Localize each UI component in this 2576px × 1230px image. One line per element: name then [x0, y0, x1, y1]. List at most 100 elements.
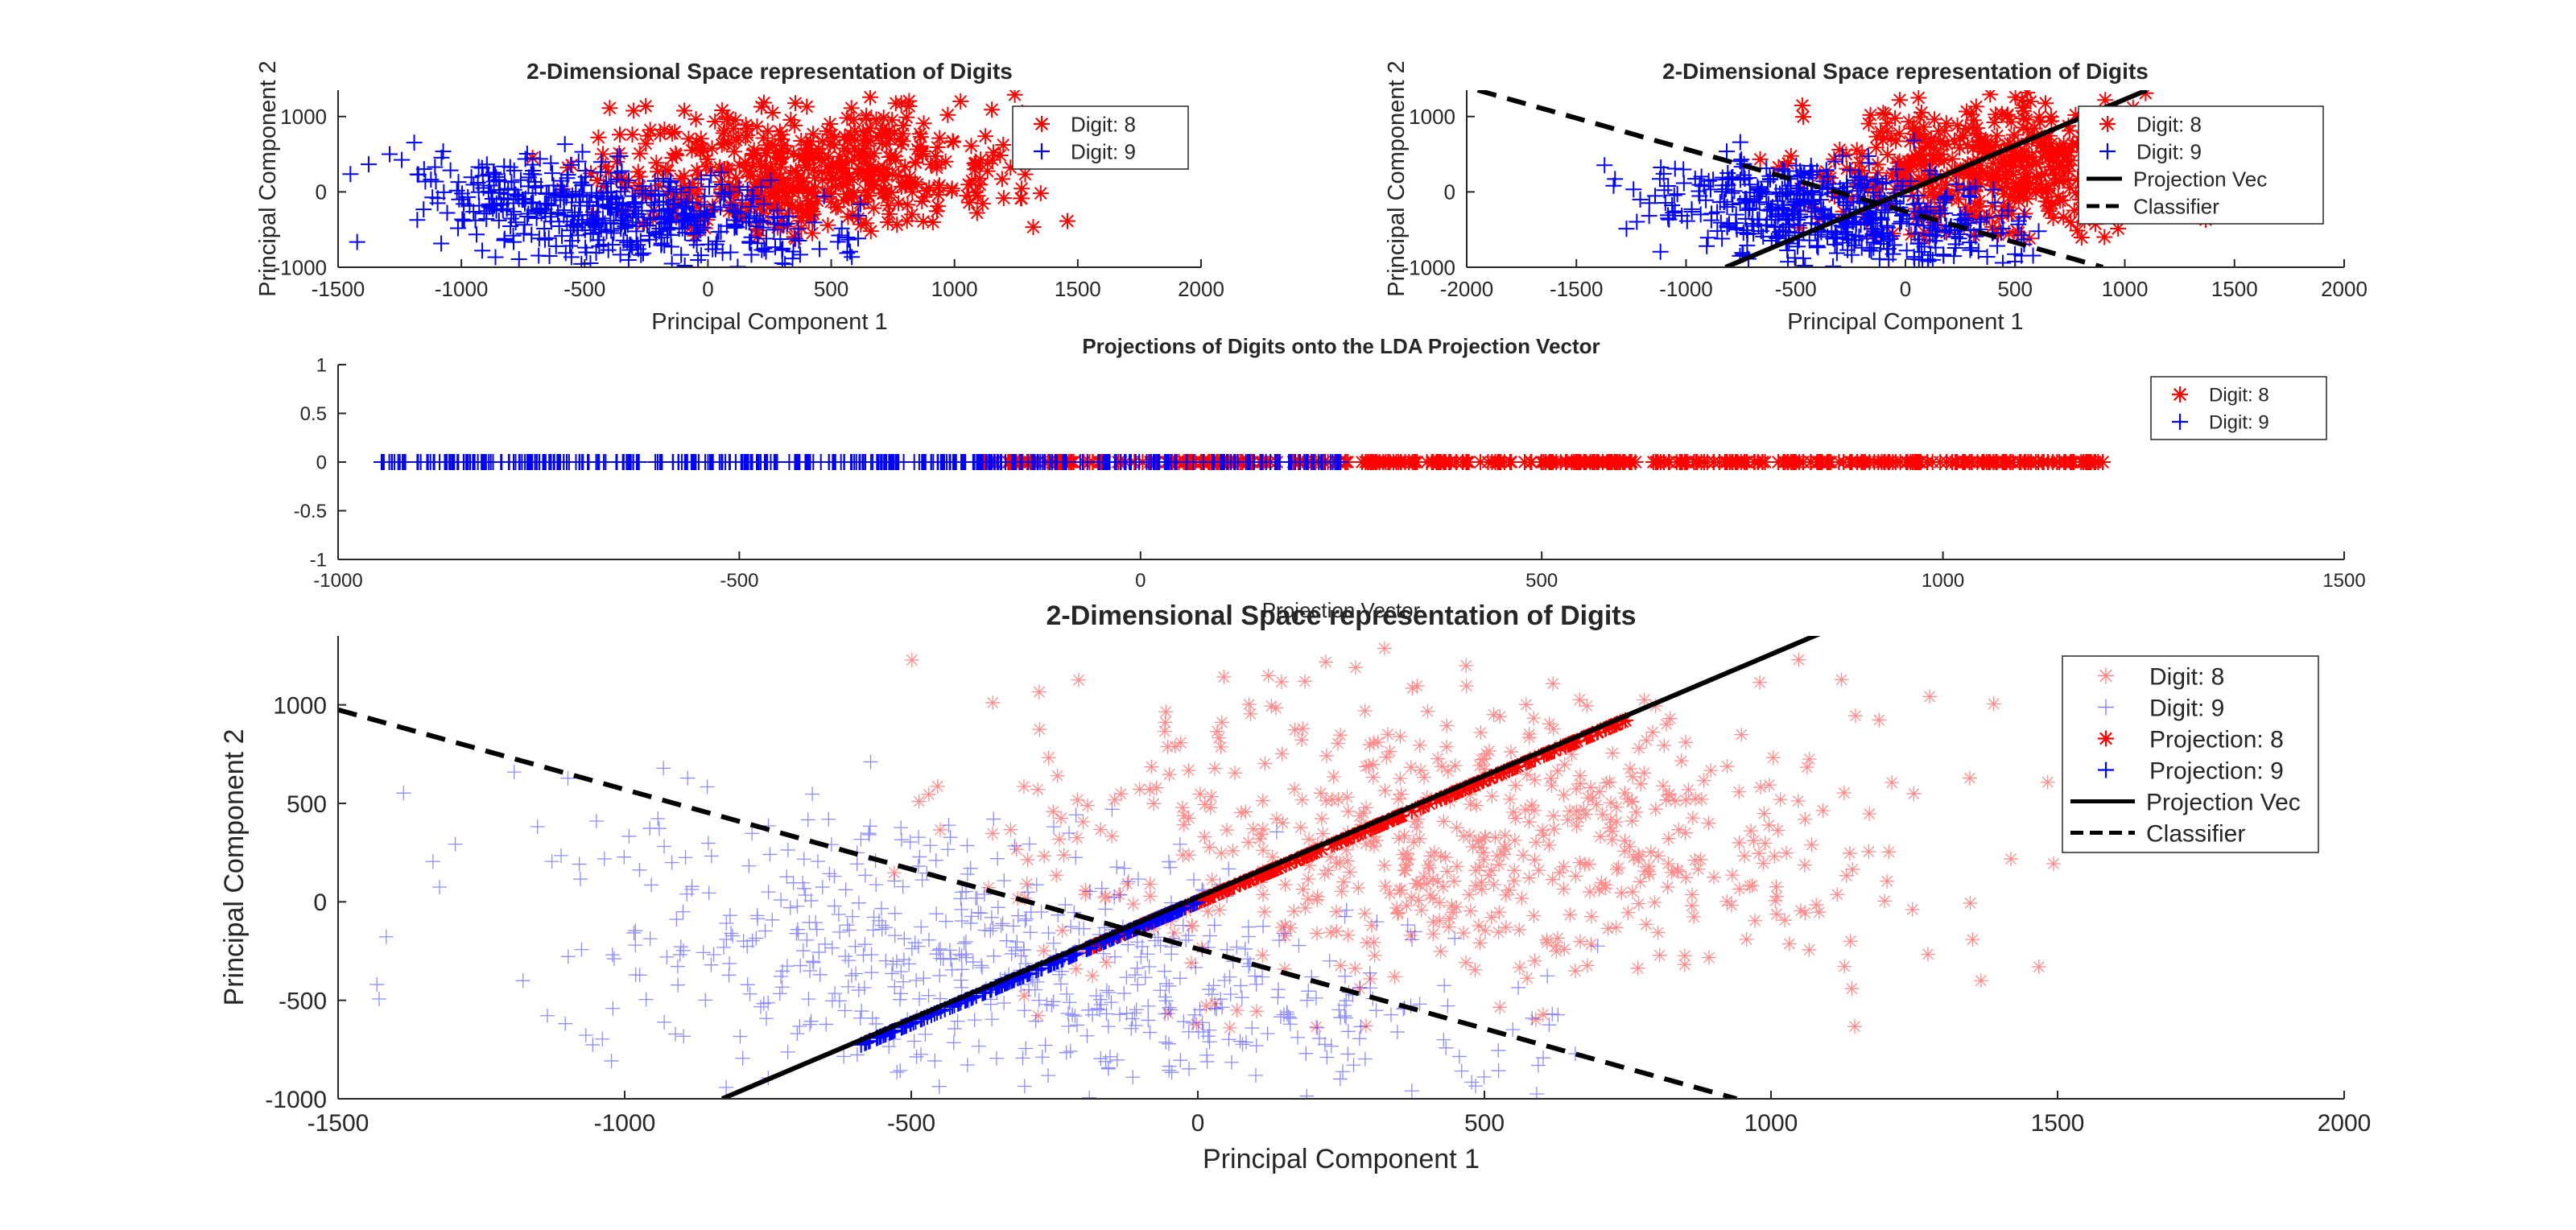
legend-box: [2062, 655, 2319, 853]
x-tick-label: 1000: [1744, 1110, 1798, 1137]
chart-title: Projections of Digits onto the LDA Proje…: [1082, 334, 1600, 358]
legend-label: Projection Vec: [2146, 789, 2301, 815]
chart-title: 2-Dimensional Space representation of Di…: [1662, 59, 2149, 84]
legend-label: Digit: 8: [2149, 663, 2224, 690]
legend-label: Digit: 8: [1071, 112, 1136, 136]
legend-label: Digit: 9: [1071, 139, 1136, 163]
plot-area: [1476, 90, 2214, 267]
projection-vector-line: [720, 636, 1821, 1099]
chart-layer: -1500 -1000 -500 0 500 1000 1500 2000-100001000…: [219, 59, 2371, 1174]
legend-marker: [1034, 143, 1050, 159]
x-tick-label: -2000: [1440, 277, 1494, 301]
x-tick-label: -500: [1775, 277, 1817, 301]
legend-marker: [2098, 762, 2114, 778]
x-tick-label: 500: [1464, 1110, 1505, 1137]
x-tick-label: -1000: [1659, 277, 1713, 301]
marker-set-plus: [342, 134, 869, 267]
x-tick-label: -500: [720, 570, 758, 592]
x-tick-label: -1500: [1550, 277, 1604, 301]
x-tick-label: 1500: [2211, 277, 2258, 301]
x-tick-label: 2000: [1178, 277, 1224, 301]
legend-label: Digit: 9: [2209, 412, 2269, 434]
classifier-line: [1476, 90, 2104, 267]
y-tick-label: -500: [279, 988, 327, 1014]
legend-label: Digit: 9: [2136, 139, 2202, 163]
y-tick-label: 0.5: [300, 403, 327, 425]
plot-area: [373, 454, 2112, 470]
chart-bottom: -1500 -1000 -500 0 500 1000 1500 2000-1000-5000…: [219, 601, 2371, 1174]
x-axis-label: Projection Vector: [1262, 598, 1421, 622]
x-tick-label: 1500: [1055, 277, 1101, 301]
y-tick-label: 1000: [280, 105, 327, 129]
y-tick-label: -1000: [265, 1087, 327, 1113]
x-tick-label: 0: [1900, 277, 1911, 301]
legend-marker: [2172, 386, 2188, 402]
x-tick-label: 0: [1135, 570, 1146, 592]
chart-top-left: -1500 -1000 -500 0 500 1000 1500 2000-100001000…: [255, 59, 1224, 335]
x-tick-label: 1000: [2102, 277, 2149, 301]
y-tick-label: 500: [287, 791, 327, 818]
y-tick-label: -1000: [274, 255, 328, 279]
series-projection-9: [852, 894, 1205, 1053]
classifier-line: [338, 707, 1738, 1099]
x-axis-label: Principal Component 1: [1203, 1144, 1480, 1174]
y-tick-label: -1000: [1402, 255, 1456, 279]
legend-marker: [2098, 667, 2114, 684]
projection-vector-line: [1724, 90, 2148, 267]
legend-label: Digit: 8: [2209, 385, 2269, 407]
y-tick-label: 1: [316, 355, 327, 377]
x-tick-label: 1000: [931, 277, 978, 301]
x-tick-label: 500: [1525, 570, 1558, 592]
legend-marker: [2099, 116, 2116, 132]
y-tick-label: -0.5: [294, 501, 327, 522]
x-tick-label: -1000: [435, 277, 489, 301]
marker-set-plus: [373, 454, 1349, 470]
legend-marker: [2099, 143, 2116, 159]
legend-marker: [1034, 116, 1050, 132]
marker-set-plus: [852, 894, 1205, 1053]
y-tick-label: 0: [316, 180, 327, 204]
chart-top-right: -2000 -1500 -1000 -500 0 500 1000 1500 2000 -1000…: [1384, 59, 2368, 335]
x-tick-label: 1500: [2322, 570, 2365, 592]
legend-box: [2078, 105, 2324, 225]
legend-label: Projection: 8: [2149, 726, 2284, 753]
y-tick-label: 0: [313, 889, 327, 916]
legend-marker: [2098, 730, 2114, 747]
legend-label: Projection: 9: [2149, 757, 2284, 784]
legend-label: Digit: 8: [2136, 112, 2202, 136]
y-axis-label: Principal Component 2: [255, 60, 281, 296]
legend: Digit: 8 Digit: 9: [1012, 105, 1189, 170]
x-tick-label: -1500: [312, 277, 365, 301]
x-tick-label: 2000: [2318, 1110, 2372, 1137]
y-tick-label: 0: [316, 452, 327, 474]
x-tick-label: -1500: [308, 1110, 369, 1137]
x-tick-label: 500: [1998, 277, 2033, 301]
legend: Digit: 8 Digit: 9 Projection Vec Classifier: [2078, 105, 2324, 225]
legend: Digit: 8 Digit: 9: [2150, 376, 2327, 440]
y-axis-label: Principal Component 2: [1384, 60, 1410, 296]
plot-area: [338, 636, 2061, 1099]
series-digit-9: [342, 134, 869, 267]
plot-area: [342, 90, 1079, 267]
y-tick-label: 0: [1444, 180, 1455, 204]
legend: Digit: 8 Digit: 9 Projection: 8 Projection:…: [2062, 655, 2319, 853]
x-tick-label: 1000: [1922, 570, 1964, 592]
x-tick-label: -1000: [594, 1110, 656, 1137]
legend-label: Projection Vec: [2133, 167, 2267, 191]
chart-middle: -1000 -500 0 500 1000 1500 -1 -0.5 0 0.5 1 Projecti…: [294, 334, 2366, 622]
legend-label: Classifier: [2133, 194, 2219, 218]
legend-label: Digit: 9: [2149, 695, 2224, 721]
x-axis-label: Principal Component 1: [651, 309, 887, 335]
legend-label: Classifier: [2146, 820, 2245, 847]
legend-marker: [2172, 414, 2188, 430]
x-tick-label: -500: [887, 1110, 935, 1137]
x-tick-label: 500: [814, 277, 848, 301]
x-tick-label: -500: [564, 277, 605, 301]
y-tick-label: 1000: [1409, 105, 1455, 129]
y-axis-label: Principal Component 2: [219, 729, 250, 1006]
x-tick-label: 2000: [2321, 277, 2368, 301]
legend-marker: [2098, 699, 2114, 716]
y-tick-label: 1000: [273, 692, 327, 719]
x-tick-label: 1500: [2031, 1110, 2085, 1137]
